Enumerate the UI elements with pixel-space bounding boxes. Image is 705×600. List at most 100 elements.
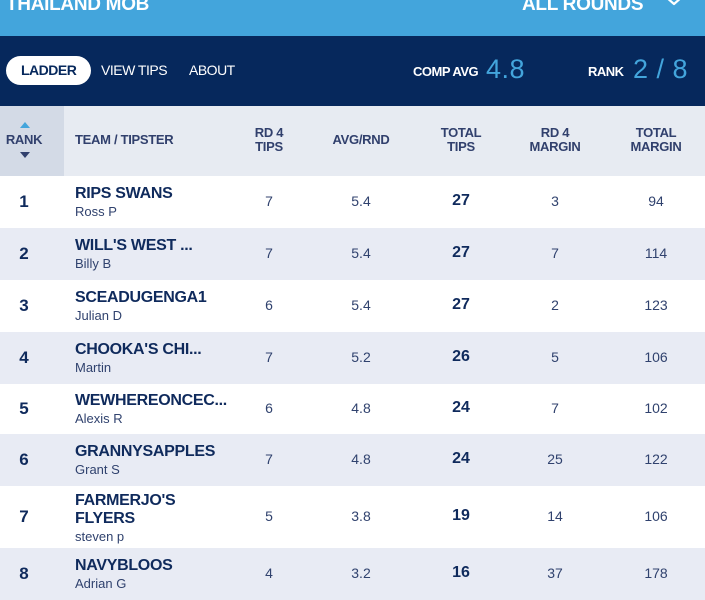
table-row[interactable]: 2 WILL'S WEST ... Billy B 7 5.4 27 7 114 xyxy=(0,228,705,280)
team-name[interactable]: GRANNYSAPPLES xyxy=(75,443,216,460)
rd4-margin-cell: 3 xyxy=(551,193,559,209)
comp-avg-label: COMP AVG xyxy=(413,64,479,79)
table-row[interactable]: 8 NAVYBLOOS Adrian G 4 3.2 16 37 178 xyxy=(0,548,705,600)
rd4-margin-cell: 2 xyxy=(551,297,559,313)
team-cell[interactable]: GRANNYSAPPLES Grant S xyxy=(75,443,235,477)
sort-down-icon xyxy=(20,152,30,158)
rd4-margin-cell: 7 xyxy=(551,400,559,416)
nav-bar: LADDER VIEW TIPS ABOUT COMP AVG 4.8 RANK… xyxy=(0,36,705,106)
rank-cell: 1 xyxy=(19,192,29,211)
tipster-name: Martin xyxy=(75,360,112,375)
table-row[interactable]: 5 WEWHEREONCEC... Alexis R 6 4.8 24 7 102 xyxy=(0,384,705,434)
team-cell[interactable]: RIPS SWANS Ross P xyxy=(75,185,235,219)
rd4-margin-cell: 7 xyxy=(551,245,559,261)
table-header: RANK TEAM / TIPSTER RD 4 TIPS AVG/RND TOT… xyxy=(0,106,705,176)
avg-rnd-cell: 3.8 xyxy=(351,508,371,524)
total-tips-cell: 16 xyxy=(452,564,470,581)
tipster-name: steven p xyxy=(75,529,125,544)
team-cell[interactable]: WILL'S WEST ... Billy B xyxy=(75,237,235,271)
competition-header-bar: THAILAND MOB ALL ROUNDS xyxy=(0,0,705,36)
rd4-margin-cell: 5 xyxy=(551,349,559,365)
team-name[interactable]: FARMERJO'S FLYERS xyxy=(75,492,176,527)
total-margin-cell: 106 xyxy=(644,508,668,524)
total-margin-cell: 178 xyxy=(644,565,668,581)
table-row[interactable]: 4 CHOOKA'S CHI... Martin 7 5.2 26 5 106 xyxy=(0,332,705,384)
comp-avg-value: 4.8 xyxy=(486,54,526,84)
team-cell[interactable]: NAVYBLOOS Adrian G xyxy=(75,557,235,591)
rank-column-header: RANK xyxy=(5,132,43,147)
team-cell[interactable]: SCEADUGENGA1 Julian D xyxy=(75,289,235,323)
avg-rnd-cell: 4.8 xyxy=(351,400,371,416)
avg-rnd-cell: 5.4 xyxy=(351,297,371,313)
total-tips-cell: 27 xyxy=(452,192,470,209)
team-cell[interactable]: FARMERJO'S FLYERS steven p xyxy=(75,492,185,544)
avg-rnd-cell: 5.2 xyxy=(351,349,371,365)
rank-cell: 7 xyxy=(19,507,29,526)
rd4-tips-cell: 7 xyxy=(265,245,273,261)
total-margin-cell: 106 xyxy=(644,349,668,365)
total-tips-cell: 26 xyxy=(452,348,470,365)
table-row[interactable]: 1 RIPS SWANS Ross P 7 5.4 27 3 94 xyxy=(0,176,705,228)
total-tips-cell: 27 xyxy=(452,296,470,313)
rank-cell: 8 xyxy=(19,564,29,583)
tipster-name: Grant S xyxy=(75,462,120,477)
sort-up-icon xyxy=(20,122,30,128)
total-tips-cell: 24 xyxy=(452,399,470,416)
rd4-margin-cell: 37 xyxy=(547,565,563,581)
total-tips-cell: 19 xyxy=(452,507,470,524)
total-tips-column-header: TOTAL TIPS xyxy=(440,125,482,154)
rd4-tips-cell: 7 xyxy=(265,193,273,209)
table-row[interactable]: 3 SCEADUGENGA1 Julian D 6 5.4 27 2 123 xyxy=(0,280,705,332)
team-name[interactable]: CHOOKA'S CHI... xyxy=(75,341,202,358)
rd4-tips-column-header: RD 4 TIPS xyxy=(254,125,284,154)
tab-ladder[interactable]: LADDER xyxy=(6,56,92,85)
round-selector[interactable]: ALL ROUNDS xyxy=(522,0,644,15)
total-tips-cell: 24 xyxy=(452,450,470,467)
rank-cell: 6 xyxy=(19,450,29,469)
tipster-name: Adrian G xyxy=(75,576,127,591)
rd4-tips-cell: 7 xyxy=(265,451,273,467)
table-row[interactable]: 6 GRANNYSAPPLES Grant S 7 4.8 24 25 122 xyxy=(0,434,705,486)
team-name[interactable]: NAVYBLOOS xyxy=(75,557,173,574)
team-name[interactable]: SCEADUGENGA1 xyxy=(75,289,207,306)
tipster-name: Julian D xyxy=(75,308,122,323)
total-margin-cell: 114 xyxy=(644,245,668,261)
table-row[interactable]: 7 FARMERJO'S FLYERS steven p 5 3.8 19 14 106 xyxy=(0,486,705,548)
team-cell[interactable]: CHOOKA'S CHI... Martin xyxy=(75,341,235,375)
total-tips-cell: 27 xyxy=(452,244,470,261)
rd4-tips-cell: 5 xyxy=(265,508,273,524)
total-margin-cell: 123 xyxy=(644,297,668,313)
avg-rnd-cell: 5.4 xyxy=(351,193,371,209)
rd4-margin-column-header: RD 4 MARGIN xyxy=(529,125,581,154)
rd4-tips-cell: 6 xyxy=(265,400,273,416)
rank-sort-header[interactable]: RANK xyxy=(0,106,64,176)
team-name[interactable]: WILL'S WEST ... xyxy=(75,237,193,254)
chevron-down-icon[interactable] xyxy=(663,0,685,10)
tipster-name: Billy B xyxy=(75,256,112,271)
rd4-tips-cell: 7 xyxy=(265,349,273,365)
team-column-header: TEAM / TIPSTER xyxy=(75,132,174,147)
team-cell[interactable]: WEWHEREONCEC... Alexis R xyxy=(75,392,235,426)
avg-rnd-cell: 5.4 xyxy=(351,245,371,261)
tipster-name: Alexis R xyxy=(75,411,123,426)
rd4-margin-cell: 25 xyxy=(547,451,563,467)
total-margin-cell: 122 xyxy=(644,451,668,467)
tipster-name: Ross P xyxy=(75,204,117,219)
rank-cell: 5 xyxy=(19,399,29,418)
team-name[interactable]: RIPS SWANS xyxy=(75,185,173,202)
rank-cell: 3 xyxy=(19,296,29,315)
rank-value: 2 / 8 xyxy=(633,54,689,84)
total-margin-cell: 94 xyxy=(648,193,664,209)
team-name[interactable]: WEWHEREONCEC... xyxy=(75,392,227,409)
tab-about[interactable]: ABOUT xyxy=(189,62,235,78)
avg-rnd-cell: 4.8 xyxy=(351,451,371,467)
rank-cell: 4 xyxy=(19,348,29,367)
rank-cell: 2 xyxy=(19,244,29,263)
total-margin-column-header: TOTAL MARGIN xyxy=(630,125,682,154)
rd4-tips-cell: 4 xyxy=(265,565,273,581)
avg-rnd-cell: 3.2 xyxy=(351,565,371,581)
rank-label: RANK xyxy=(588,64,624,79)
tab-view-tips[interactable]: VIEW TIPS xyxy=(101,62,168,78)
rd4-margin-cell: 14 xyxy=(547,508,563,524)
avg-rnd-column-header: AVG/RND xyxy=(332,132,390,147)
